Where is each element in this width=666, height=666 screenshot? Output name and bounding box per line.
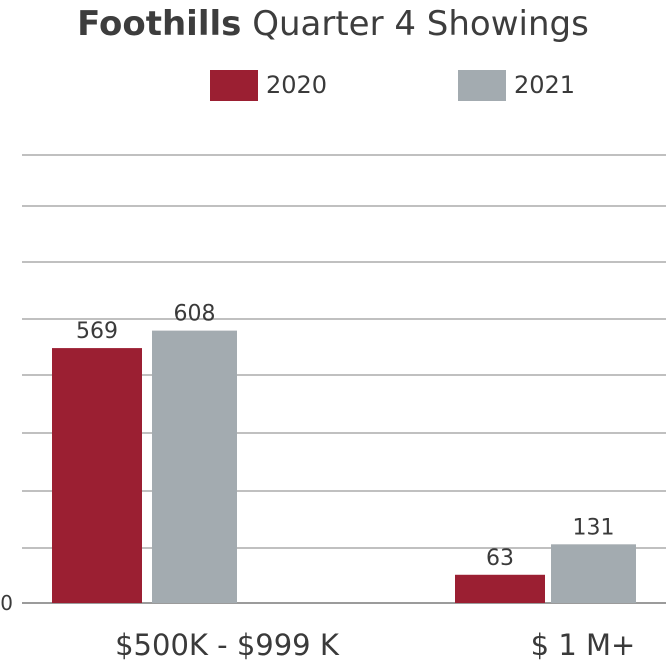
chart-title: Foothills Quarter 4 Showings xyxy=(0,2,666,46)
bar-2020-mid xyxy=(52,348,142,603)
chart-title-rest: Quarter 4 Showings xyxy=(241,4,589,44)
legend-item-2020: 2020 xyxy=(210,68,327,102)
category-label-1: $ 1 M+ xyxy=(531,628,636,662)
bar-2021-high xyxy=(551,544,636,603)
y-tick-label: 0 xyxy=(0,591,13,615)
bar-2021-mid xyxy=(152,330,237,603)
data-label-2020-mid: 569 xyxy=(76,319,118,344)
data-label-2021-mid: 608 xyxy=(174,302,216,327)
data-label-2021-high: 131 xyxy=(573,515,615,540)
legend-label-2021: 2021 xyxy=(514,71,576,99)
data-label-2020-high: 63 xyxy=(486,546,514,571)
legend-item-2021: 2021 xyxy=(458,68,575,102)
bar-2020-high xyxy=(455,574,545,603)
legend-swatch-2020 xyxy=(210,69,258,101)
chart-title-bold: Foothills xyxy=(77,4,242,44)
legend-swatch-2021 xyxy=(458,69,506,101)
category-label-0: $500K - $999 K xyxy=(115,628,340,662)
legend: 2020 2021 xyxy=(0,68,666,102)
legend-label-2020: 2020 xyxy=(266,71,328,99)
